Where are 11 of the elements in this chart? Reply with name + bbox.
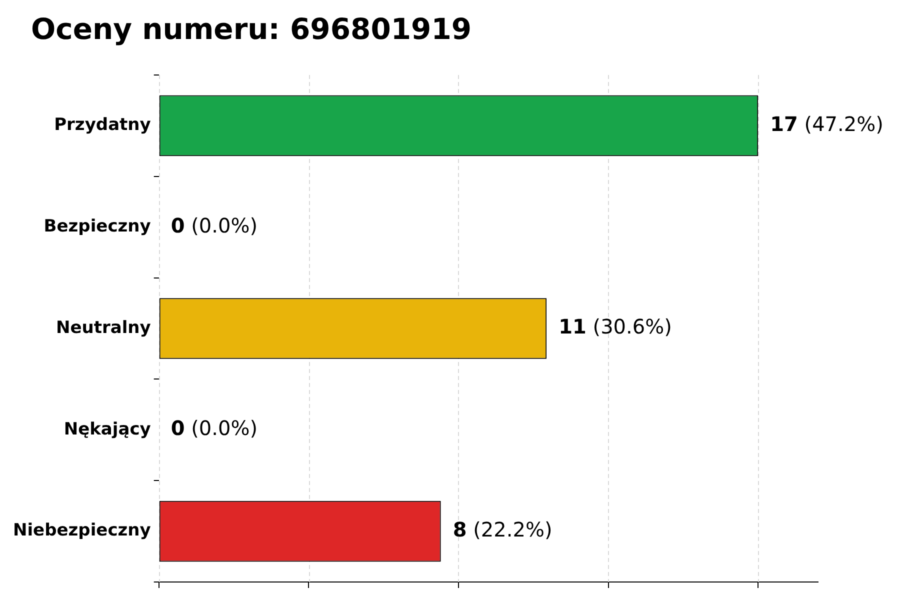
y-tick-label: Nękający [64, 419, 151, 440]
y-tick-label: Przydatny [54, 115, 151, 136]
data-label: 0 (0.0%) [170, 416, 258, 440]
y-tick-label: Bezpieczny [44, 216, 151, 237]
data-label: 0 (0.0%) [170, 213, 258, 238]
data-label: 11 (30.6%) [558, 314, 672, 339]
data-label: 8 (22.2%) [452, 518, 552, 542]
chart-title: Oceny numeru: 696801919 [31, 12, 472, 46]
y-tick-label: Neutralny [56, 318, 151, 338]
data-label: 17 (47.2%) [770, 112, 884, 136]
y-tick-label: Niebezpieczny [13, 520, 151, 541]
